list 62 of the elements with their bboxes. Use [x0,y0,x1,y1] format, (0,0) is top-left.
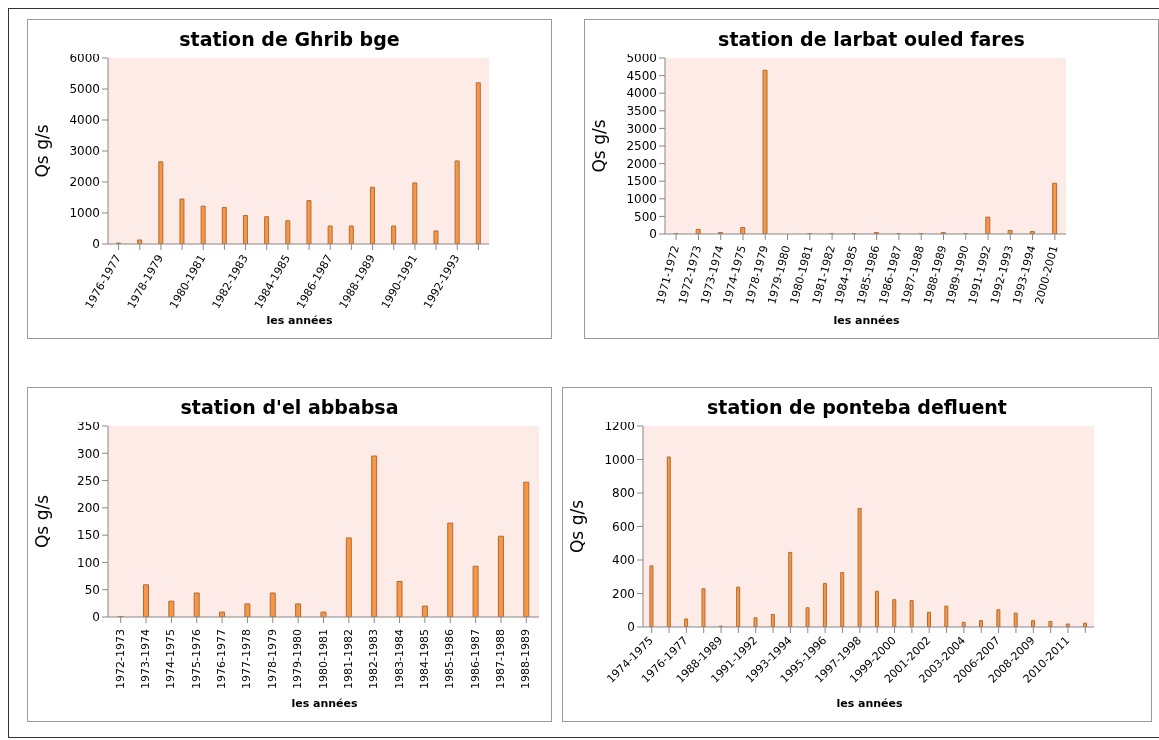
x-axis-title: les années [265,314,334,327]
y-tick-label: 3000 [69,144,100,159]
y-tick-label: 350 [77,419,100,434]
x-tick-label: 1972-1973 [113,629,127,689]
y-tick-label: 2500 [626,139,657,154]
x-tick-label: 1978-1979 [265,629,279,689]
x-axis-title: les années [832,314,901,327]
y-tick-label: 300 [77,446,100,461]
y-tick-label: 4000 [69,113,100,128]
chart-title: station de Ghrib bge [179,28,400,50]
x-tick-label: 1977-1978 [240,629,254,689]
chart-title: station d'el abbabsa [180,396,399,418]
x-axis-title: les années [290,697,359,710]
y-tick-label: 1200 [604,419,635,434]
x-tick-label: 1975-1976 [189,629,203,689]
x-tick-label: 1979-1980 [291,629,305,689]
y-axis-title: Qs g/s [567,499,588,554]
y-tick-label: 1500 [626,174,657,189]
y-axis-title: Qs g/s [589,119,610,173]
y-tick-label: 4500 [626,68,657,83]
y-tick-label: 2000 [626,156,657,171]
y-tick-label: 200 [612,586,635,601]
y-tick-label: 0 [92,610,100,625]
x-tick-label: 1980-1981 [316,629,330,689]
y-tick-label: 1000 [69,206,100,221]
x-tick-label: 1983-1984 [392,629,406,689]
y-axis-title: Qs g/s [32,124,53,178]
x-tick-label: 1982-1983 [367,629,381,689]
y-tick-label: 3500 [626,104,657,119]
y-tick-label: 200 [77,501,100,516]
y-tick-label: 0 [649,227,657,242]
x-tick-label: 1981-1982 [341,629,355,689]
y-tick-label: 800 [612,486,635,501]
y-tick-label: 6000 [69,51,100,66]
y-tick-label: 0 [627,620,635,635]
y-tick-label: 500 [634,209,657,224]
y-tick-label: 4000 [626,86,657,101]
x-tick-label: 1985-1986 [443,629,457,689]
y-tick-label: 150 [77,528,100,543]
x-tick-label: 1976-1977 [215,629,229,689]
y-tick-label: 2000 [69,175,100,190]
y-tick-label: 250 [77,473,100,488]
y-tick-label: 3000 [626,121,657,136]
x-tick-label: 1986-1987 [468,629,482,689]
x-axis-title: les années [835,697,904,710]
y-tick-label: 400 [612,553,635,568]
x-tick-label: 1987-1988 [493,629,507,689]
chart-title: station de ponteba defluent [707,396,1007,418]
y-tick-label: 1000 [604,452,635,467]
y-tick-label: 5000 [69,82,100,97]
y-axis-title: Qs g/s [32,494,53,549]
x-tick-label: 1974-1975 [164,629,178,689]
y-tick-label: 0 [92,237,100,252]
y-tick-label: 100 [77,555,100,570]
x-tick-label: 1973-1974 [139,629,153,689]
y-tick-label: 600 [612,519,635,534]
y-tick-label: 5000 [626,51,657,66]
chart-title: station de larbat ouled fares [718,28,1025,50]
y-tick-label: 50 [84,582,100,597]
x-tick-label: 1984-1985 [417,629,431,689]
x-tick-label: 1988-1989 [519,629,533,689]
y-tick-label: 1000 [626,192,657,207]
